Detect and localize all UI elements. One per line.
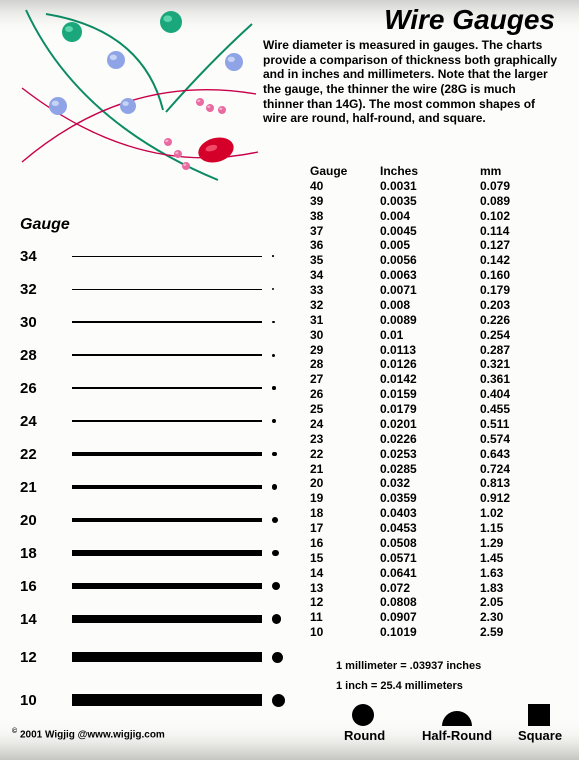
- note-mm-to-in: 1 millimeter = .03937 inches: [336, 660, 481, 672]
- table-row: 350.00560.142: [310, 253, 560, 268]
- gauge-bar: [72, 652, 262, 662]
- table-row: 240.02010.511: [310, 417, 560, 432]
- gauge-heading: Gauge: [20, 216, 70, 234]
- table-row: 210.02850.724: [310, 462, 560, 477]
- page-title: Wire Gauges: [384, 4, 555, 36]
- table-row: 230.02260.574: [310, 432, 560, 447]
- copyright: © 2001 Wigjig @www.wigjig.com: [12, 728, 165, 740]
- table-row: 280.01260.321: [310, 357, 560, 372]
- table-row: 110.09072.30: [310, 610, 560, 625]
- gauge-dot: [272, 255, 274, 257]
- gauge-table: Gauge Inches mm 400.00310.079390.00350.0…: [310, 164, 560, 640]
- gauge-label: 21: [20, 479, 50, 496]
- gauge-dot: [272, 582, 280, 590]
- gauge-label: 22: [20, 446, 50, 463]
- gauge-label: 24: [20, 413, 50, 430]
- table-row: 140.06411.63: [310, 566, 560, 581]
- shape-half-round-icon: [442, 711, 472, 726]
- table-header: Gauge Inches mm: [310, 164, 560, 179]
- table-row: 260.01590.404: [310, 387, 560, 402]
- gauge-label: 32: [20, 281, 50, 298]
- col-gauge: Gauge: [310, 164, 380, 179]
- gauge-bar: [72, 518, 262, 522]
- table-row: 180.04031.02: [310, 506, 560, 521]
- gauge-bar: [72, 256, 262, 257]
- gauge-label: 14: [20, 611, 50, 628]
- table-row: 380.0040.102: [310, 209, 560, 224]
- table-row: 250.01790.455: [310, 402, 560, 417]
- gauge-bar: [72, 387, 262, 389]
- gauge-dot: [272, 386, 276, 390]
- gauge-bar: [72, 420, 262, 423]
- gauge-bar: [72, 694, 262, 707]
- gauge-label: 12: [20, 649, 50, 666]
- gauge-dot: [272, 419, 276, 423]
- shape-square-label: Square: [518, 728, 562, 743]
- gauge-dot: [272, 614, 281, 623]
- gauge-dot: [272, 484, 277, 489]
- intro-paragraph: Wire diameter is measured in gauges. The…: [263, 38, 559, 126]
- gauge-dot: [272, 321, 275, 324]
- table-row: 160.05081.29: [310, 536, 560, 551]
- gauge-dot: [272, 694, 285, 707]
- table-row: 190.03590.912: [310, 491, 560, 506]
- gauge-bar: [72, 289, 262, 290]
- gauge-dot: [272, 354, 275, 357]
- gauge-label: 10: [20, 692, 50, 709]
- table-row: 200.0320.813: [310, 476, 560, 491]
- gauge-label: 20: [20, 512, 50, 529]
- table-row: 330.00710.179: [310, 283, 560, 298]
- gauge-dot: [272, 452, 277, 457]
- gauge-bar: [72, 550, 262, 555]
- gauge-bar: [72, 583, 262, 589]
- gauge-bar: [72, 485, 262, 489]
- table-row: 360.0050.127: [310, 238, 560, 253]
- gauge-label: 18: [20, 545, 50, 562]
- table-row: 170.04531.15: [310, 521, 560, 536]
- gauge-dot: [272, 288, 274, 290]
- table-row: 150.05711.45: [310, 551, 560, 566]
- table-row: 320.0080.203: [310, 298, 560, 313]
- shape-round-icon: [352, 704, 374, 726]
- gauge-bar: [72, 354, 262, 356]
- table-row: 120.08082.05: [310, 595, 560, 610]
- gauge-label: 26: [20, 380, 50, 397]
- table-row: 400.00310.079: [310, 179, 560, 194]
- gauge-label: 30: [20, 314, 50, 331]
- gauge-label: 28: [20, 347, 50, 364]
- bead-illustration: [8, 2, 268, 192]
- shape-round-label: Round: [344, 728, 385, 743]
- gauge-bar: [72, 452, 262, 455]
- shape-half-round-label: Half-Round: [422, 728, 492, 743]
- table-row: 300.010.254: [310, 328, 560, 343]
- table-row: 340.00630.160: [310, 268, 560, 283]
- gauge-bar: [72, 615, 262, 623]
- gauge-dot: [272, 550, 279, 557]
- gauge-label: 34: [20, 248, 50, 265]
- table-row: 390.00350.089: [310, 194, 560, 209]
- col-mm: mm: [480, 164, 560, 179]
- gauge-label: 16: [20, 578, 50, 595]
- note-in-to-mm: 1 inch = 25.4 millimeters: [336, 680, 463, 692]
- table-row: 270.01420.361: [310, 372, 560, 387]
- table-row: 310.00890.226: [310, 313, 560, 328]
- table-row: 130.0721.83: [310, 581, 560, 596]
- shape-square-icon: [528, 704, 550, 726]
- gauge-dot: [272, 652, 283, 663]
- table-row: 290.01130.287: [310, 343, 560, 358]
- table-row: 100.10192.59: [310, 625, 560, 640]
- gauge-bar: [72, 321, 262, 322]
- gauge-dot: [272, 517, 278, 523]
- table-row: 220.02530.643: [310, 447, 560, 462]
- col-inches: Inches: [380, 164, 480, 179]
- table-row: 370.00450.114: [310, 224, 560, 239]
